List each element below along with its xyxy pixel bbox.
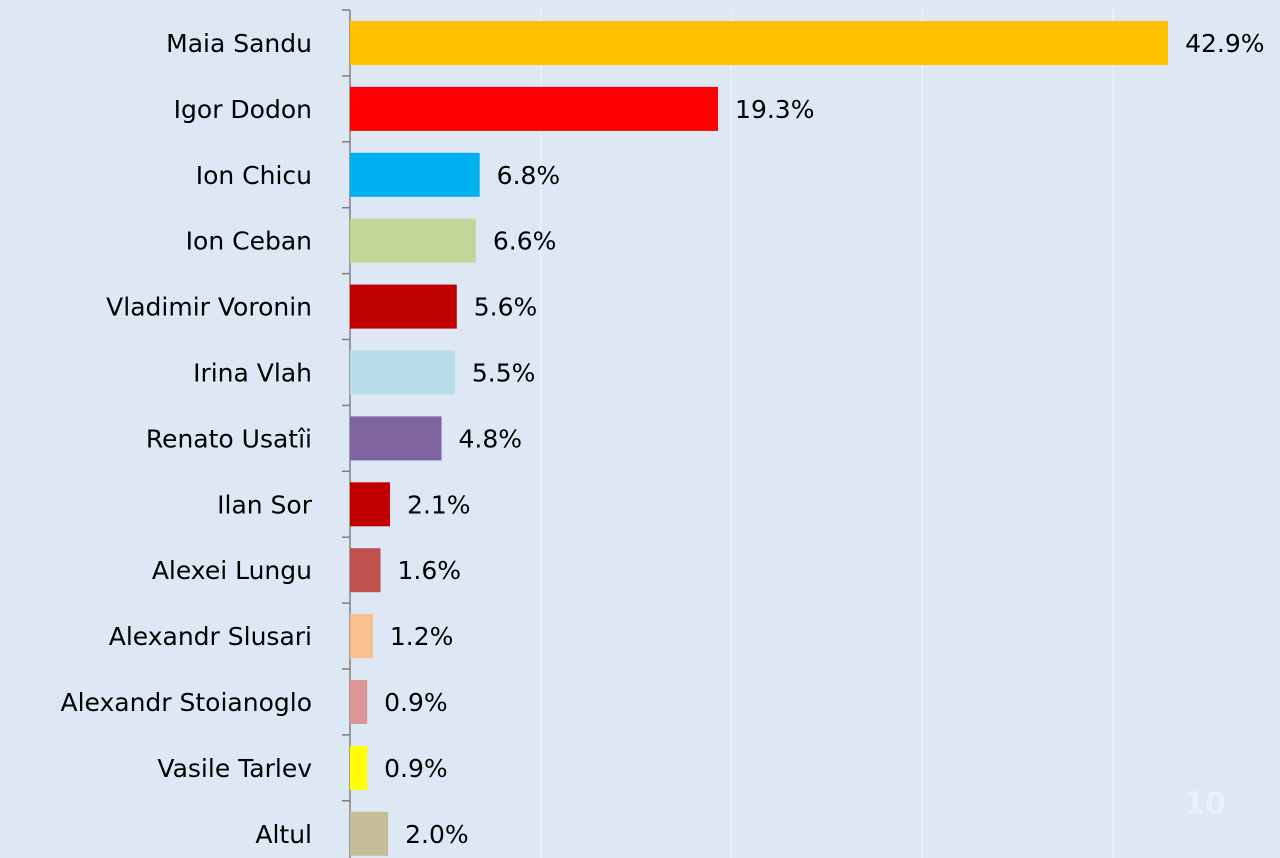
- y-tick-label: Maia Sandu: [166, 29, 312, 58]
- bar: [350, 482, 391, 527]
- bar: [350, 284, 457, 329]
- bar: [350, 745, 368, 790]
- bar: [350, 218, 476, 263]
- y-tick-label: Irina Vlah: [193, 359, 312, 388]
- value-label: 1.2%: [390, 622, 454, 651]
- bar: [350, 152, 480, 197]
- value-label: 5.6%: [474, 293, 538, 322]
- bar: [350, 86, 719, 131]
- value-label: 0.9%: [384, 754, 448, 783]
- bar: [350, 416, 442, 461]
- value-label: 4.8%: [459, 424, 523, 453]
- y-tick-label: Alexandr Stoianoglo: [60, 688, 312, 717]
- bar: [350, 21, 1169, 65]
- bar: [350, 811, 389, 856]
- bar: [350, 614, 373, 659]
- y-tick-label: Ion Chicu: [196, 161, 312, 190]
- value-label: 19.3%: [735, 95, 814, 124]
- y-tick-label: Ilan Sor: [217, 490, 313, 519]
- page-number: 10: [1184, 787, 1226, 822]
- bar: [350, 548, 381, 593]
- bar: [350, 680, 368, 724]
- value-label: 2.0%: [405, 820, 469, 849]
- y-tick-label: Renato Usatîi: [146, 424, 312, 453]
- y-tick-label: Alexandr Slusari: [109, 622, 312, 651]
- value-label: 6.8%: [497, 161, 561, 190]
- bar: [350, 350, 455, 395]
- value-label: 2.1%: [407, 490, 471, 519]
- y-tick-label: Altul: [255, 820, 312, 849]
- y-tick-label: Vasile Tarlev: [157, 754, 312, 783]
- value-label: 6.6%: [493, 227, 557, 256]
- y-tick-label: Ion Ceban: [186, 227, 312, 256]
- value-label: 42.9%: [1185, 29, 1264, 58]
- value-label: 5.5%: [472, 359, 536, 388]
- y-tick-label: Alexei Lungu: [152, 556, 312, 585]
- y-tick-label: Igor Dodon: [174, 95, 312, 124]
- value-label: 0.9%: [384, 688, 448, 717]
- value-label: 1.6%: [398, 556, 462, 585]
- y-tick-label: Vladimir Voronin: [106, 293, 312, 322]
